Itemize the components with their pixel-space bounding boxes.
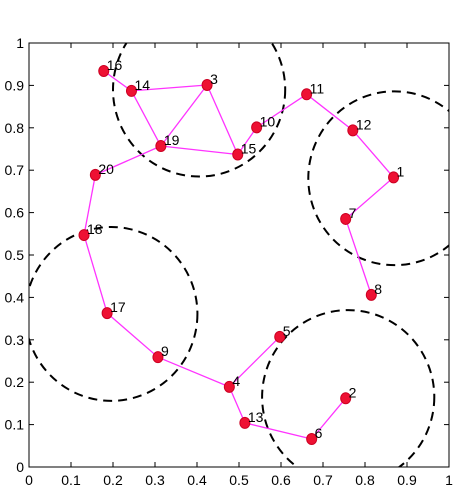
node-16: [98, 64, 110, 77]
node-label-17: 17: [110, 299, 126, 315]
x-tick-label: 0.8: [355, 472, 375, 488]
node-19: [155, 140, 167, 153]
node-3: [201, 78, 213, 91]
node-11: [301, 88, 313, 101]
node-17: [101, 307, 113, 320]
edge-16-14: [103, 70, 132, 92]
node-1: [388, 171, 400, 184]
y-axis-ticks: 0 0.1 0.2 0.3 0.4 0.5 0.6 0.7 0.8 0.9 1: [5, 35, 449, 475]
node-label-14: 14: [134, 77, 150, 93]
edge-7-8: [345, 218, 372, 296]
y-tick-label: 0.9: [5, 77, 25, 93]
node-label-12: 12: [356, 116, 372, 132]
y-tick-label: 0.2: [5, 374, 25, 390]
edge-14-3: [131, 84, 208, 92]
node-2: [340, 392, 352, 405]
node-label-5: 5: [283, 323, 291, 339]
edge-13-6: [244, 422, 312, 440]
node-4: [223, 380, 235, 393]
x-axis-ticks: 0 0.1 0.2 0.3 0.4 0.5 0.6 0.7 0.8 0.9 1: [25, 43, 453, 488]
y-tick-label: 1: [16, 35, 24, 51]
node-label-6: 6: [315, 425, 323, 441]
coverage-circle-1: [112, 43, 287, 178]
node-label-13: 13: [248, 409, 264, 425]
edge-3-19: [160, 84, 208, 147]
node-8: [365, 288, 377, 301]
node-9: [152, 351, 164, 364]
node-label-7: 7: [349, 205, 357, 221]
node-label-10: 10: [260, 113, 276, 129]
y-tick-label: 0.6: [5, 205, 25, 221]
node-18: [78, 229, 90, 242]
x-tick-label: 1: [445, 472, 453, 488]
node-12: [347, 124, 359, 137]
node-label-9: 9: [161, 343, 169, 359]
edge-3-15: [206, 84, 239, 155]
edge-20-18: [83, 174, 96, 236]
edge-14-19: [130, 90, 162, 147]
edge-19-20: [95, 145, 162, 176]
y-tick-label: 0.1: [5, 417, 25, 433]
node-label-19: 19: [164, 132, 180, 148]
node-label-11: 11: [310, 80, 325, 96]
x-tick-label: 0.7: [313, 472, 333, 488]
node-15: [232, 148, 244, 161]
x-tick-label: 0.6: [271, 472, 291, 488]
node-label-15: 15: [241, 141, 257, 157]
y-tick-label: 0.8: [5, 120, 25, 136]
edge-18-17: [83, 234, 108, 314]
edge-12-1: [352, 129, 395, 178]
coverage-circles: [29, 43, 449, 467]
node-label-1: 1: [397, 163, 405, 179]
edge-9-4: [157, 356, 230, 388]
x-tick-label: 0.2: [103, 472, 123, 488]
plot-area-frame: [28, 42, 450, 468]
node-20: [89, 168, 101, 181]
x-tick-label: 0.3: [145, 472, 165, 488]
node-14: [125, 84, 137, 97]
y-tick-label: 0.7: [5, 162, 25, 178]
node-label-8: 8: [374, 281, 382, 297]
x-tick-label: 0.5: [229, 472, 249, 488]
node-7: [340, 212, 352, 225]
node-label-2: 2: [349, 384, 357, 400]
node-6: [306, 433, 318, 446]
coverage-circle-2: [307, 90, 449, 267]
edge-4-5: [228, 336, 281, 388]
node-5: [274, 330, 286, 343]
node-13: [239, 416, 251, 429]
edge-4-13: [228, 386, 246, 424]
x-tick-label: 0.4: [187, 472, 207, 488]
node-10: [251, 121, 263, 134]
edges: [83, 70, 395, 440]
node-label-3: 3: [210, 71, 218, 87]
edge-1-7: [345, 176, 394, 220]
node-label-4: 4: [232, 373, 240, 389]
node-label-16: 16: [107, 57, 123, 73]
edge-6-2: [311, 397, 347, 440]
x-tick-label: 0.9: [397, 472, 417, 488]
y-tick-label: 0.4: [5, 289, 25, 305]
edge-19-15: [160, 145, 238, 156]
y-tick-label: 0: [16, 459, 24, 475]
y-tick-label: 0.5: [5, 247, 25, 263]
coverage-circle-3: [29, 226, 199, 402]
y-tick-label: 0.3: [5, 332, 25, 348]
edge-17-9: [106, 312, 159, 358]
nodes: [78, 64, 400, 446]
coverage-circle-4: [261, 309, 436, 467]
edge-11-12: [306, 93, 354, 131]
node-label-18: 18: [87, 221, 103, 237]
x-tick-label: 0.1: [61, 472, 81, 488]
edge-10-11: [256, 93, 307, 128]
x-tick-label: 0: [25, 472, 33, 488]
node-label-20: 20: [98, 161, 114, 177]
